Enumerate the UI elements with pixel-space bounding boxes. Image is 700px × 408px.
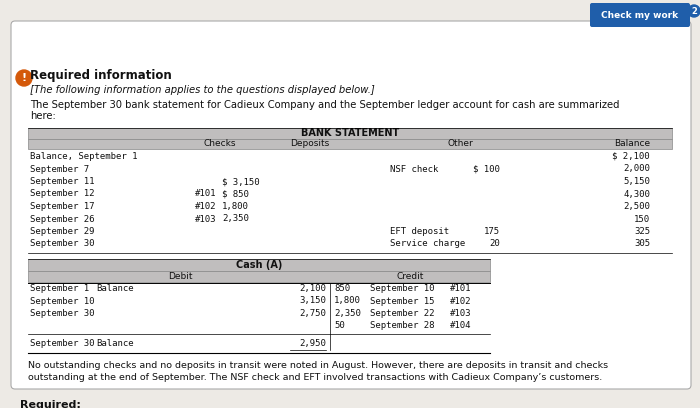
Text: Check my work: Check my work: [601, 11, 678, 20]
Text: 1,800: 1,800: [334, 297, 361, 306]
Circle shape: [16, 70, 32, 86]
Text: September 30: September 30: [30, 339, 94, 348]
Text: 305: 305: [634, 239, 650, 248]
Text: #102: #102: [450, 297, 472, 306]
Text: September 17: September 17: [30, 202, 94, 211]
Text: [The following information applies to the questions displayed below.]: [The following information applies to th…: [30, 85, 375, 95]
Text: 2,000: 2,000: [623, 164, 650, 173]
Text: September 22: September 22: [370, 309, 435, 318]
Text: Checks: Checks: [204, 140, 237, 149]
Text: here:: here:: [30, 111, 56, 121]
Text: 50: 50: [334, 322, 344, 330]
Text: 4,300: 4,300: [623, 189, 650, 199]
Text: BANK STATEMENT: BANK STATEMENT: [301, 129, 399, 138]
Text: NSF check: NSF check: [390, 164, 438, 173]
Text: !: !: [22, 73, 27, 83]
Bar: [28, 271, 490, 282]
Bar: [28, 139, 672, 149]
FancyBboxPatch shape: [590, 3, 690, 27]
Text: $ 850: $ 850: [222, 189, 249, 199]
Text: #104: #104: [450, 322, 472, 330]
Text: September 7: September 7: [30, 164, 89, 173]
Text: Credit: Credit: [396, 272, 424, 281]
Text: September 30: September 30: [30, 309, 94, 318]
Text: September 15: September 15: [370, 297, 435, 306]
Text: 2: 2: [691, 7, 697, 16]
Text: September 11: September 11: [30, 177, 94, 186]
Text: 2,350: 2,350: [222, 215, 249, 224]
Text: Balance: Balance: [96, 284, 134, 293]
Text: September 29: September 29: [30, 227, 94, 236]
Bar: [28, 259, 490, 271]
Text: #102: #102: [195, 202, 216, 211]
Text: $ 3,150: $ 3,150: [222, 177, 260, 186]
Text: EFT deposit: EFT deposit: [390, 227, 449, 236]
Text: The September 30 bank statement for Cadieux Company and the September ledger acc: The September 30 bank statement for Cadi…: [30, 100, 620, 110]
Text: Deposits: Deposits: [290, 140, 330, 149]
Text: 2,950: 2,950: [299, 339, 326, 348]
Text: September 10: September 10: [370, 284, 435, 293]
Bar: [28, 128, 672, 139]
Text: Required:: Required:: [20, 400, 81, 408]
FancyBboxPatch shape: [11, 21, 691, 389]
Text: September 26: September 26: [30, 215, 94, 224]
Text: Debit: Debit: [168, 272, 193, 281]
Text: September 12: September 12: [30, 189, 94, 199]
Text: 1,800: 1,800: [222, 202, 249, 211]
Text: Other: Other: [447, 140, 473, 149]
Text: 150: 150: [634, 215, 650, 224]
Text: 2,350: 2,350: [334, 309, 361, 318]
Text: September 28: September 28: [370, 322, 435, 330]
Text: 5,150: 5,150: [623, 177, 650, 186]
Text: Balance, September 1: Balance, September 1: [30, 152, 137, 161]
Text: Cash (A): Cash (A): [236, 260, 282, 270]
Circle shape: [688, 5, 700, 17]
Text: $ 2,100: $ 2,100: [612, 152, 650, 161]
Text: 2,750: 2,750: [299, 309, 326, 318]
Text: Service charge: Service charge: [390, 239, 466, 248]
Text: No outstanding checks and no deposits in transit were noted in August. However, : No outstanding checks and no deposits in…: [28, 361, 608, 370]
Text: Balance: Balance: [614, 140, 650, 149]
Text: September 1: September 1: [30, 284, 89, 293]
Text: Required information: Required information: [30, 69, 172, 82]
Text: 2,500: 2,500: [623, 202, 650, 211]
Text: outstanding at the end of September. The NSF check and EFT involved transactions: outstanding at the end of September. The…: [28, 373, 602, 381]
Text: September 10: September 10: [30, 297, 94, 306]
Text: 175: 175: [484, 227, 500, 236]
Text: $ 100: $ 100: [473, 164, 500, 173]
Text: #101: #101: [450, 284, 472, 293]
Text: 850: 850: [334, 284, 350, 293]
Text: Balance: Balance: [96, 339, 134, 348]
Text: 2,100: 2,100: [299, 284, 326, 293]
Text: #103: #103: [450, 309, 472, 318]
Text: 20: 20: [489, 239, 500, 248]
Text: 325: 325: [634, 227, 650, 236]
Text: September 30: September 30: [30, 239, 94, 248]
Text: #103: #103: [195, 215, 216, 224]
Text: #101: #101: [195, 189, 216, 199]
Text: 3,150: 3,150: [299, 297, 326, 306]
